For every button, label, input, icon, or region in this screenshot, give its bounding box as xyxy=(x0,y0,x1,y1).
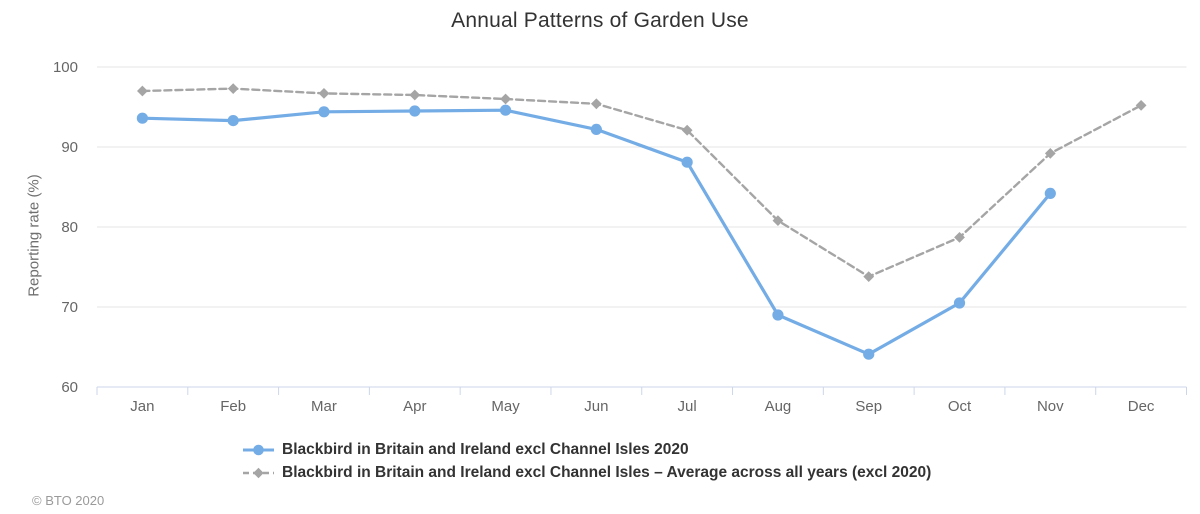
legend: Blackbird in Britain and Ireland excl Ch… xyxy=(243,441,931,482)
x-axis-label: May xyxy=(491,398,520,415)
data-point-average-sep[interactable] xyxy=(863,271,875,282)
data-point-average-dec[interactable] xyxy=(1135,100,1147,111)
legend-item-2020[interactable]: Blackbird in Britain and Ireland excl Ch… xyxy=(243,441,931,459)
legend-label: Blackbird in Britain and Ireland excl Ch… xyxy=(282,441,689,458)
line-circle-marker-icon xyxy=(243,444,274,456)
x-axis-label: Jul xyxy=(678,398,697,415)
data-point-2020-mar[interactable] xyxy=(318,106,330,118)
data-point-2020-jun[interactable] xyxy=(590,123,602,135)
data-point-average-feb[interactable] xyxy=(227,83,239,94)
chart-title: Annual Patterns of Garden Use xyxy=(451,9,749,32)
data-point-average-jun[interactable] xyxy=(590,98,602,110)
y-axis-tick-label: 70 xyxy=(61,299,78,316)
data-point-average-apr[interactable] xyxy=(409,89,421,101)
x-axis-label: Nov xyxy=(1037,398,1064,415)
dashed-line-diamond-marker-icon xyxy=(243,467,274,479)
data-point-average-aug[interactable] xyxy=(772,215,784,226)
data-point-2020-feb[interactable] xyxy=(227,115,239,127)
x-axis-label: Jun xyxy=(584,398,608,415)
series-line-average xyxy=(141,87,1143,278)
x-axis-label: Dec xyxy=(1128,398,1155,415)
x-axis-label: Jan xyxy=(130,398,154,415)
data-point-2020-nov[interactable] xyxy=(1044,187,1056,199)
x-axis-label: Aug xyxy=(765,398,792,415)
plot-area: 60 70 80 90 100 Jan Feb Mar Apr May Jun Jul Aug Sep Oc… xyxy=(53,59,1187,415)
legend-label: Blackbird in Britain and Ireland excl Ch… xyxy=(282,464,932,481)
data-point-average-may[interactable] xyxy=(500,93,511,105)
copyright: © BTO 2020 xyxy=(32,493,105,508)
x-axis-label: Oct xyxy=(948,398,972,415)
y-axis-tick-label: 80 xyxy=(61,219,78,236)
y-axis-tick-label: 60 xyxy=(61,379,78,396)
x-axis-label: Apr xyxy=(403,398,426,415)
y-axis-tick-label: 100 xyxy=(53,59,78,76)
x-axis-label: Feb xyxy=(220,398,246,415)
data-point-2020-oct[interactable] xyxy=(953,297,966,309)
data-point-average-jul[interactable] xyxy=(681,124,693,136)
data-point-2020-jan[interactable] xyxy=(136,112,148,124)
y-axis-tick-label: 90 xyxy=(61,139,78,156)
data-point-2020-sep[interactable] xyxy=(863,348,875,360)
data-point-2020-jul[interactable] xyxy=(681,156,693,168)
legend-item-average[interactable]: Blackbird in Britain and Ireland excl Ch… xyxy=(243,464,931,482)
data-point-average-mar[interactable] xyxy=(318,88,330,99)
data-point-average-oct[interactable] xyxy=(954,232,965,243)
x-axis-label: Sep xyxy=(855,398,882,415)
data-point-2020-may[interactable] xyxy=(499,104,512,116)
data-point-average-jan[interactable] xyxy=(136,85,148,97)
data-point-2020-aug[interactable] xyxy=(772,309,784,321)
data-point-average-nov[interactable] xyxy=(1044,148,1056,159)
x-axis-label: Mar xyxy=(311,398,337,415)
data-point-2020-apr[interactable] xyxy=(409,105,421,117)
